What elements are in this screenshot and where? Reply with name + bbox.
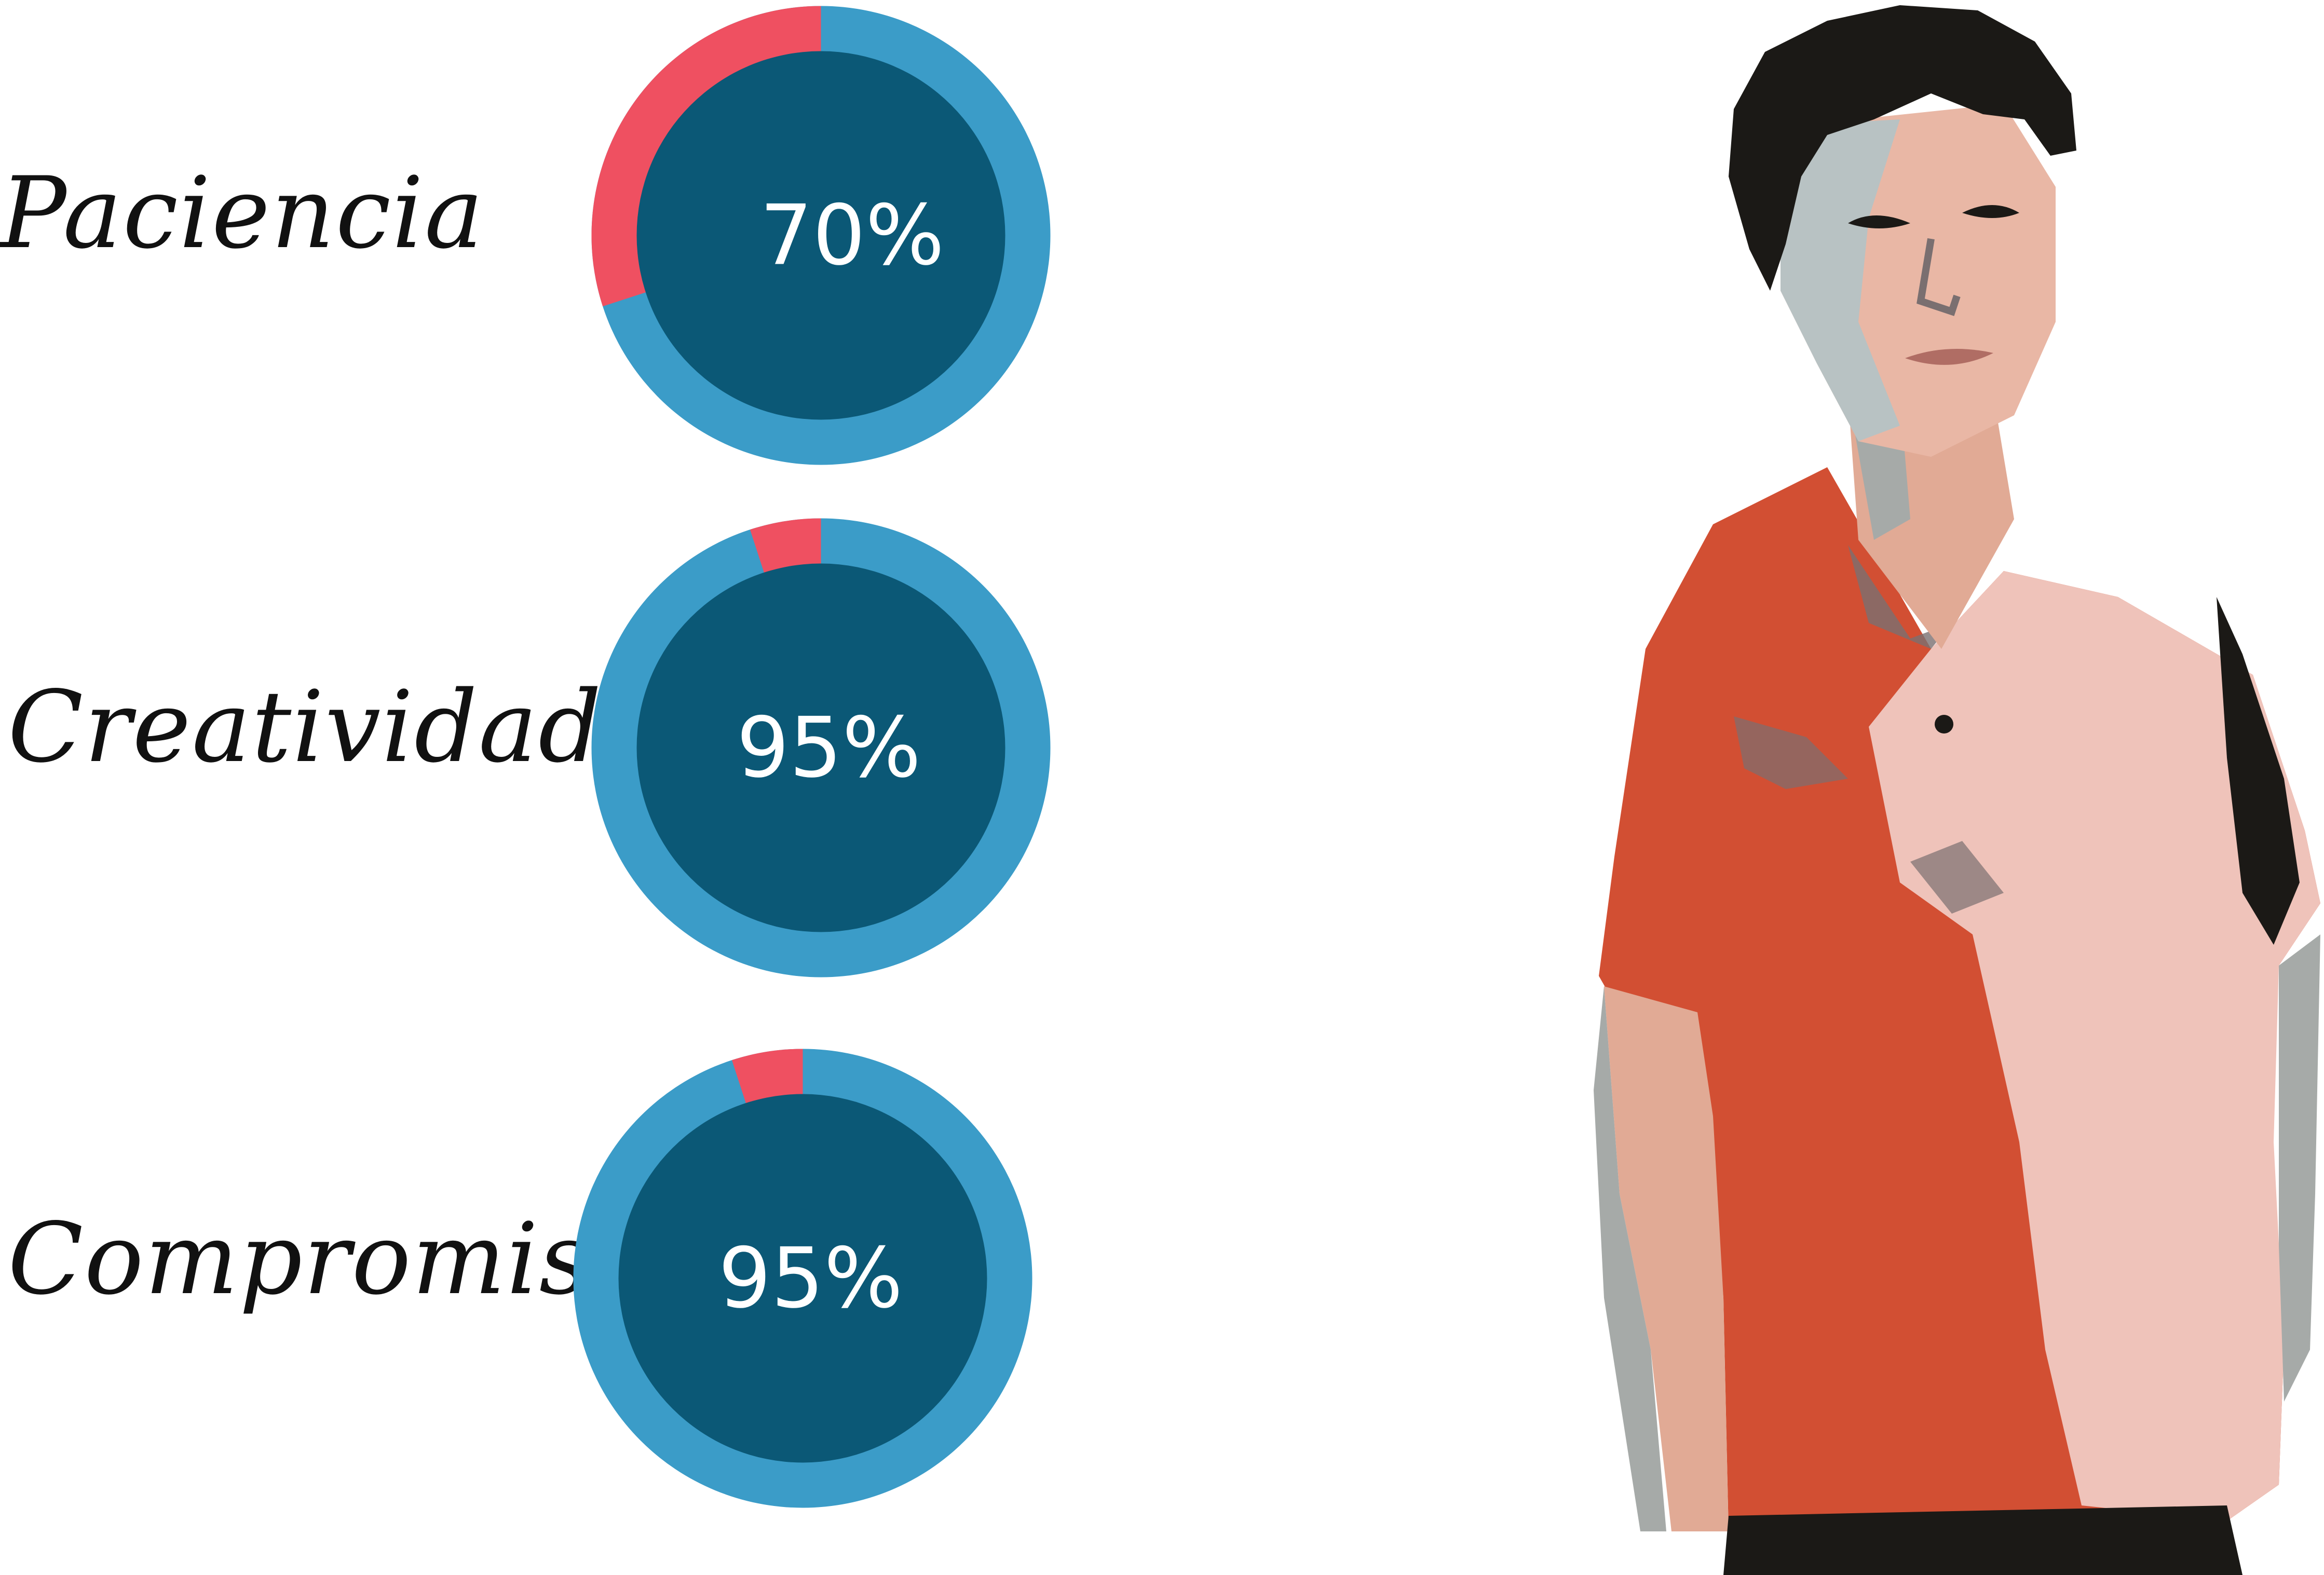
gauge-center-disc xyxy=(636,563,1005,932)
gauge-compromiso: 95% xyxy=(573,1049,1032,1508)
gauge-value-label: 70% xyxy=(760,187,945,284)
skill-label-paciencia: Paciencia xyxy=(0,156,485,270)
skill-label-creatividad: Creatividad xyxy=(8,670,603,784)
gauge-creatividad: 95% xyxy=(591,518,1051,977)
person-portrait-illustration xyxy=(1594,5,2320,1575)
gauge-paciencia: 70% xyxy=(591,6,1051,465)
hair xyxy=(1729,5,2076,291)
gauge-center-disc xyxy=(636,51,1005,420)
arms xyxy=(1594,934,2320,1531)
skill-label-compromiso: Compromiso xyxy=(8,1202,651,1316)
shirt xyxy=(1599,467,2320,1537)
pants xyxy=(1723,1505,2243,1575)
gauge-value-label: 95% xyxy=(718,1230,903,1327)
gauge-value-label: 95% xyxy=(737,699,921,796)
gauge-center-disc xyxy=(618,1094,987,1463)
face xyxy=(1781,104,2056,457)
